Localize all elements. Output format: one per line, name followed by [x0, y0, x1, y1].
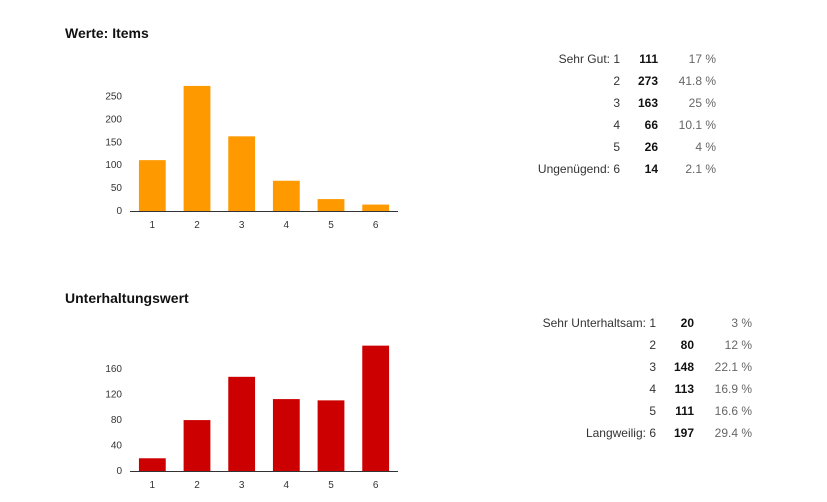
stat-percent: 29.4 % — [714, 426, 752, 440]
bar — [362, 204, 390, 211]
stat-label: 5 — [613, 140, 620, 154]
stat-label: 4 — [649, 382, 656, 396]
bar — [228, 376, 256, 471]
x-tick-label: 2 — [194, 480, 200, 491]
stats-row: 5 26 4 % — [538, 136, 716, 158]
stat-count: 14 — [644, 162, 658, 176]
stat-count: 66 — [644, 118, 658, 132]
stat-count: 20 — [680, 316, 694, 330]
stats-row: 3 148 22.1 % — [543, 356, 752, 378]
x-tick-label: 3 — [239, 220, 245, 231]
stat-count: 113 — [674, 382, 694, 396]
stat-count: 197 — [673, 426, 694, 440]
y-tick-label: 120 — [105, 390, 122, 401]
bar-chart-werte-items: 0 50 100 150 200 250 1 2 3 4 5 6 — [105, 85, 398, 231]
bar — [272, 399, 300, 471]
stat-label: 4 — [613, 118, 620, 132]
stat-label: 3 — [649, 360, 656, 374]
stat-label: Langweilig: 6 — [585, 426, 656, 440]
bar — [362, 345, 390, 471]
stat-label: Sehr Unterhaltsam: 1 — [542, 316, 656, 330]
bar — [138, 458, 166, 471]
stat-count: 148 — [673, 360, 694, 374]
x-tick-label: 4 — [284, 220, 290, 231]
y-tick-label: 100 — [105, 160, 122, 171]
x-tick-label: 3 — [239, 480, 245, 491]
stat-percent: 16.6 % — [714, 404, 752, 418]
stat-count: 80 — [680, 338, 694, 352]
y-tick-label: 0 — [116, 206, 122, 217]
section-title: Werte: Items — [65, 25, 149, 41]
stat-percent: 25 % — [688, 96, 716, 110]
stat-label: 3 — [613, 96, 620, 110]
y-tick-label: 50 — [111, 183, 123, 194]
stats-table-unterhaltungswert: Sehr Unterhaltsam: 1 20 3 % 2 80 12 % 3 148 22.1… — [543, 312, 752, 444]
section-title: Unterhaltungswert — [65, 290, 189, 306]
stat-percent: 12 % — [724, 338, 752, 352]
bar-chart-unterhaltungswert: 0 40 80 120 160 1 2 3 4 5 6 — [105, 345, 398, 491]
stat-count: 111 — [639, 52, 658, 66]
bar — [317, 199, 345, 211]
stats-row: 4 113 16.9 % — [543, 378, 752, 400]
stats-row: 2 273 41.8 % — [538, 70, 716, 92]
stats-row: 2 80 12 % — [543, 334, 752, 356]
stat-count: 163 — [637, 96, 658, 110]
y-tick-label: 150 — [105, 137, 122, 148]
stats-row: Langweilig: 6 197 29.4 % — [543, 422, 752, 444]
bar — [138, 160, 166, 211]
stat-percent: 4 % — [695, 140, 716, 154]
stat-percent: 16.9 % — [714, 382, 752, 396]
bar — [183, 420, 211, 471]
x-tick-label: 1 — [150, 220, 156, 231]
stat-count: 26 — [644, 140, 658, 154]
stats-table-werte-items: Sehr Gut: 1 111 17 % 2 273 41.8 % 3 163 25 % 4 66 1… — [538, 48, 716, 180]
y-tick-label: 160 — [105, 364, 122, 375]
section-werte-items: Werte: Items 0 50 100 150 200 250 1 2 3 4 5 6 Sehr … — [0, 0, 827, 250]
y-tick-label: 80 — [111, 415, 123, 426]
stats-row: 3 163 25 % — [538, 92, 716, 114]
y-tick-label: 200 — [105, 114, 122, 125]
stat-percent: 2.1 % — [685, 162, 716, 176]
stat-label: Ungenügend: 6 — [537, 162, 620, 176]
stat-percent: 10.1 % — [678, 118, 716, 132]
stat-percent: 41.8 % — [678, 74, 716, 88]
stats-row: 4 66 10.1 % — [538, 114, 716, 136]
y-tick-label: 40 — [111, 441, 123, 452]
x-tick-label: 1 — [150, 480, 156, 491]
x-tick-label: 5 — [328, 220, 334, 231]
bar — [183, 85, 211, 211]
stats-row: Ungenügend: 6 14 2.1 % — [538, 158, 716, 180]
stat-percent: 22.1 % — [714, 360, 752, 374]
bar — [228, 136, 256, 211]
stat-label: 2 — [613, 74, 620, 88]
stat-percent: 17 % — [688, 52, 716, 66]
y-tick-label: 250 — [105, 91, 122, 102]
bar — [272, 180, 300, 211]
stat-label: 2 — [649, 338, 656, 352]
x-tick-label: 6 — [373, 480, 379, 491]
x-tick-label: 4 — [284, 480, 290, 491]
stat-count: 111 — [675, 404, 694, 418]
x-tick-label: 6 — [373, 220, 379, 231]
stat-percent: 3 % — [731, 316, 752, 330]
x-tick-label: 5 — [328, 480, 334, 491]
stats-row: Sehr Unterhaltsam: 1 20 3 % — [543, 312, 752, 334]
stat-label: Sehr Gut: 1 — [558, 52, 620, 66]
stat-count: 273 — [637, 74, 658, 88]
stats-row: 5 111 16.6 % — [543, 400, 752, 422]
y-tick-label: 0 — [116, 466, 122, 477]
bar — [317, 400, 345, 471]
stat-label: 5 — [649, 404, 656, 418]
stats-row: Sehr Gut: 1 111 17 % — [538, 48, 716, 70]
x-tick-label: 2 — [194, 220, 200, 231]
